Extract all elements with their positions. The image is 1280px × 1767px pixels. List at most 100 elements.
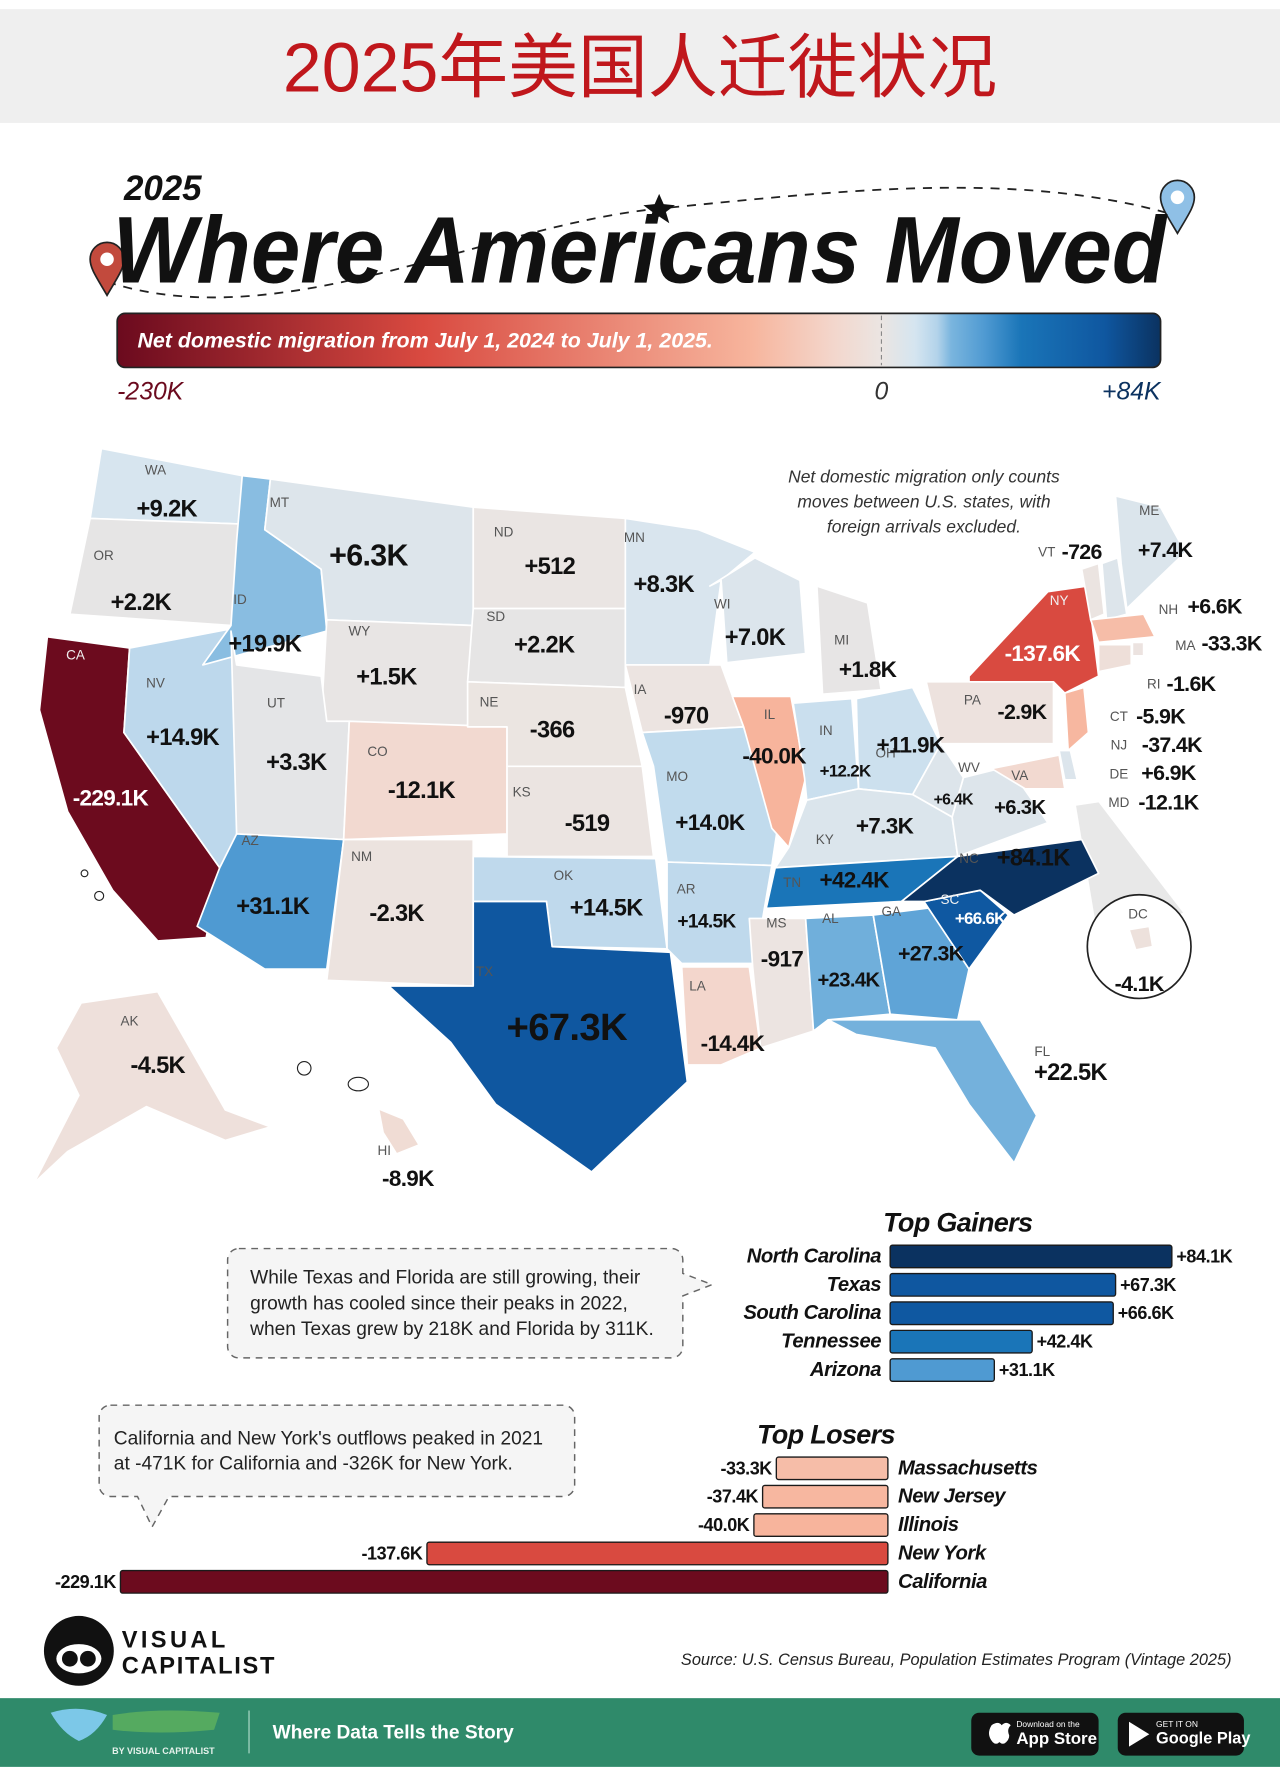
bar	[426, 1541, 889, 1566]
bar-value-label: +42.4K	[1037, 1332, 1093, 1352]
pin-hole	[100, 252, 114, 267]
island	[94, 890, 105, 901]
state-abbr: DE	[1109, 767, 1128, 782]
button-text: Google Play	[1156, 1730, 1250, 1748]
state-abbr: GA	[882, 904, 902, 919]
state-abbr: VA	[1011, 768, 1028, 783]
state-abbr: DC	[1128, 906, 1148, 921]
bar-category: Arizona	[809, 1359, 881, 1381]
map-note: Net domestic migration only counts	[788, 467, 1060, 487]
state-abbr: UT	[267, 696, 285, 711]
state-value-label: -726	[1062, 540, 1103, 564]
state-abbr: LA	[689, 979, 706, 994]
brand-logo-part	[61, 1650, 78, 1667]
chart-title: Top Losers	[757, 1419, 896, 1449]
bar-value-label: +67.3K	[1120, 1275, 1176, 1295]
bar	[889, 1244, 1173, 1269]
color-scale	[116, 312, 1162, 369]
bar	[889, 1272, 1117, 1297]
state	[1097, 643, 1133, 673]
state-value-label: -37.4K	[1142, 733, 1203, 757]
origin-pin	[89, 241, 125, 297]
chart-title: Top Gainers	[883, 1208, 1033, 1238]
state-abbr: AZ	[242, 833, 259, 848]
state-abbr: OH	[875, 745, 895, 760]
state-value-label: +31.1K	[236, 894, 309, 920]
bar-value-label: -229.1K	[55, 1572, 116, 1592]
state-abbr: NY	[1050, 593, 1069, 608]
state-value-label: -12.1K	[388, 778, 456, 804]
year: 2025	[123, 169, 202, 208]
state-value-label: -229.1K	[73, 785, 150, 810]
state-value-label: +1.5K	[356, 664, 417, 690]
state-value-label: +6.3K	[994, 797, 1046, 819]
state-value-label: +1.8K	[839, 657, 898, 682]
map-note: moves between U.S. states, with	[797, 492, 1050, 512]
bar	[775, 1456, 889, 1481]
google-play-button[interactable]	[1117, 1712, 1244, 1756]
state-abbr: KS	[513, 785, 531, 800]
state-value-label: +84.1K	[997, 846, 1070, 872]
bar-value-label: +66.6K	[1118, 1303, 1174, 1323]
state-value-label: +19.9K	[228, 632, 301, 658]
callout-box	[98, 1404, 576, 1529]
button-text: Download on the	[1016, 1719, 1080, 1729]
state-value-label: +512	[525, 554, 576, 580]
state-value-label: +27.3K	[898, 941, 965, 965]
state	[911, 742, 965, 818]
state-value-label: +2.2K	[111, 590, 172, 616]
state-value-label: -1.6K	[1167, 672, 1217, 696]
state-value-label: -137.6K	[1005, 641, 1082, 666]
bar	[761, 1484, 889, 1509]
island	[296, 1060, 312, 1076]
state	[816, 585, 882, 696]
state-value-label: +66.6K	[955, 909, 1007, 928]
button-text: App Store	[1016, 1729, 1097, 1748]
state-abbr: WA	[145, 462, 166, 477]
state-abbr: OR	[94, 548, 115, 563]
scale-ticks: -230K 0 +84K	[117, 315, 1162, 406]
banner-logo	[50, 1708, 108, 1741]
callout-text: growth has cooled since their peaks in 2…	[250, 1293, 628, 1314]
star	[643, 193, 675, 224]
bar-category: North Carolina	[747, 1245, 882, 1267]
scale-tick-label: 0	[875, 379, 889, 406]
state-value-label: +3.3K	[266, 750, 327, 776]
state-value-label: +23.4K	[818, 969, 881, 991]
state-value-label: -970	[664, 704, 709, 730]
map-note: foreign arrivals excluded.	[827, 516, 1021, 536]
state-value-label: -519	[565, 811, 610, 837]
callout-box	[226, 1247, 715, 1359]
scale-tick-label: -230K	[117, 379, 185, 406]
scale-tick-label: +84K	[1102, 379, 1162, 406]
app-store-button[interactable]	[971, 1712, 1099, 1756]
state-abbr: AL	[822, 911, 839, 926]
state-abbr: MD	[1108, 795, 1129, 810]
state-abbr: ND	[494, 524, 514, 539]
state-value-label: +7.3K	[856, 814, 915, 839]
state	[680, 966, 762, 1066]
state-abbr: IN	[819, 723, 833, 738]
bar-category: Tennessee	[781, 1331, 881, 1353]
map	[32, 447, 1192, 1185]
state-value-label: +7.0K	[725, 625, 786, 651]
state	[900, 838, 1100, 916]
state-value-label: +9.2K	[137, 496, 198, 522]
banner-logo	[112, 1710, 220, 1733]
state-abbr: ME	[1139, 503, 1159, 518]
island	[347, 1076, 370, 1092]
state-value-label: +42.4K	[819, 868, 890, 893]
header-title: 2025年美国人迁徙状况	[283, 29, 997, 107]
state	[506, 765, 655, 858]
bar-value-label: -137.6K	[361, 1543, 422, 1563]
state	[872, 906, 970, 1021]
state-value-label: +22.5K	[1034, 1060, 1107, 1086]
state	[1063, 686, 1090, 752]
bar-category: New Jersey	[898, 1486, 1007, 1508]
state	[709, 557, 807, 664]
state-abbr: IA	[634, 682, 647, 697]
state-abbr: NV	[146, 675, 165, 690]
tagline: Where Data Tells the Story	[273, 1723, 514, 1744]
